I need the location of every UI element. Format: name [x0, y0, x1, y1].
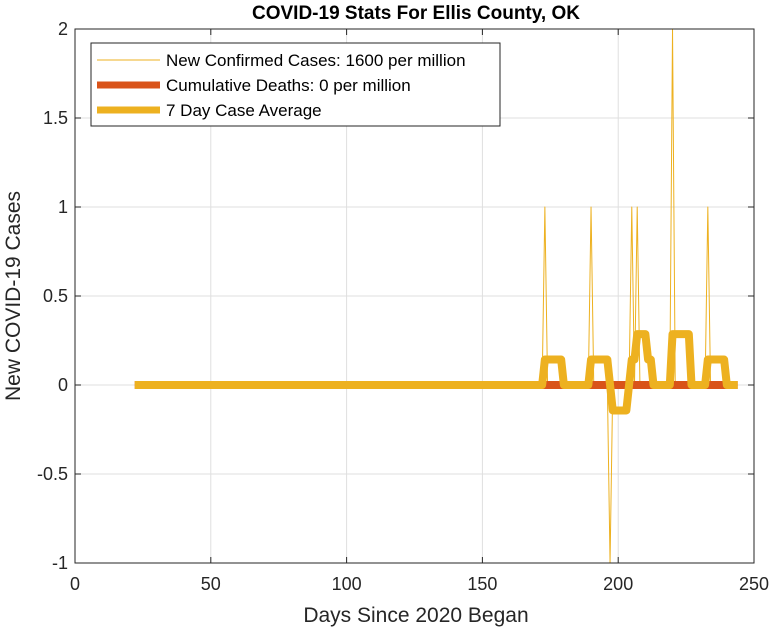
y-tick-label: 1.5	[43, 108, 68, 128]
x-axis-label: Days Since 2020 Began	[303, 604, 528, 627]
series-7-day-average	[134, 330, 738, 415]
x-tick-label: 0	[70, 574, 80, 594]
axis-ticks: 0 50 100 150 200 250 -1 -0.5 0 0.5 1 1.5 2	[37, 19, 769, 594]
x-tick-label: 50	[201, 574, 221, 594]
y-tick-label: 2	[58, 19, 68, 39]
chart-title: COVID-19 Stats For Ellis County, OK	[252, 3, 580, 24]
y-tick-label: -0.5	[37, 464, 68, 484]
legend: New Confirmed Cases: 1600 per million Cu…	[90, 42, 501, 127]
y-tick-label: 0	[58, 375, 68, 395]
series-layer	[134, 28, 738, 564]
y-tick-label: -1	[52, 553, 68, 573]
legend-label-7day-average: 7 Day Case Average	[166, 101, 322, 120]
x-tick-label: 200	[603, 574, 633, 594]
y-axis-label: New COVID-19 Cases	[2, 191, 25, 401]
y-tick-label: 1	[58, 197, 68, 217]
y-tick-label: 0.5	[43, 286, 68, 306]
x-tick-label: 150	[467, 574, 497, 594]
x-tick-label: 250	[739, 574, 769, 594]
legend-label-deaths: Cumulative Deaths: 0 per million	[166, 76, 411, 95]
legend-label-new-cases: New Confirmed Cases: 1600 per million	[166, 51, 466, 70]
x-tick-label: 100	[332, 574, 362, 594]
